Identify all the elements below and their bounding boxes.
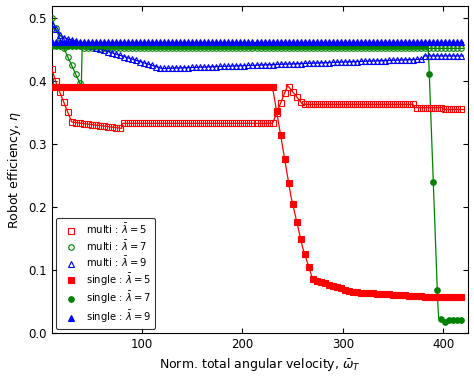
single : $\bar{\lambda} = 9$: (246, 0.462): $\bar{\lambda} = 9$: (246, 0.462)	[286, 40, 292, 44]
Line: single : $\bar{\lambda} = 9$: single : $\bar{\lambda} = 9$	[49, 39, 464, 45]
single : $\bar{\lambda} = 5$: (122, 0.39): $\bar{\lambda} = 5$: (122, 0.39)	[161, 85, 167, 90]
multi : $\bar{\lambda} = 5$: (78, 0.325): $\bar{\lambda} = 5$: (78, 0.325)	[117, 126, 123, 130]
single : $\bar{\lambda} = 9$: (418, 0.462): $\bar{\lambda} = 9$: (418, 0.462)	[458, 40, 464, 44]
single : $\bar{\lambda} = 5$: (390, 0.057): $\bar{\lambda} = 5$: (390, 0.057)	[430, 295, 436, 299]
multi : $\bar{\lambda} = 5$: (418, 0.355): $\bar{\lambda} = 5$: (418, 0.355)	[458, 107, 464, 112]
single : $\bar{\lambda} = 7$: (402, 0.018): $\bar{\lambda} = 7$: (402, 0.018)	[443, 319, 448, 324]
multi : $\bar{\lambda} = 9$: (122, 0.42): $\bar{\lambda} = 9$: (122, 0.42)	[161, 66, 167, 71]
Y-axis label: Robot efficiency, $\eta$: Robot efficiency, $\eta$	[6, 110, 23, 229]
single : $\bar{\lambda} = 9$: (390, 0.462): $\bar{\lambda} = 9$: (390, 0.462)	[430, 40, 436, 44]
single : $\bar{\lambda} = 5$: (418, 0.058): $\bar{\lambda} = 5$: (418, 0.058)	[458, 294, 464, 299]
single : $\bar{\lambda} = 7$: (390, 0.24): $\bar{\lambda} = 7$: (390, 0.24)	[430, 180, 436, 184]
multi : $\bar{\lambda} = 9$: (382, 0.44): $\bar{\lambda} = 9$: (382, 0.44)	[422, 54, 428, 58]
single : $\bar{\lambda} = 9$: (122, 0.462): $\bar{\lambda} = 9$: (122, 0.462)	[161, 40, 167, 44]
single : $\bar{\lambda} = 7$: (370, 0.455): $\bar{\lambda} = 7$: (370, 0.455)	[410, 44, 416, 49]
single : $\bar{\lambda} = 7$: (246, 0.455): $\bar{\lambda} = 7$: (246, 0.455)	[286, 44, 292, 49]
Line: multi : $\bar{\lambda} = 9$: multi : $\bar{\lambda} = 9$	[49, 22, 464, 71]
X-axis label: Norm. total angular velocity, $\bar{\omega}_T$: Norm. total angular velocity, $\bar{\ome…	[159, 356, 361, 373]
multi : $\bar{\lambda} = 9$: (374, 0.434): $\bar{\lambda} = 9$: (374, 0.434)	[414, 57, 420, 62]
multi : $\bar{\lambda} = 9$: (250, 0.427): $\bar{\lambda} = 9$: (250, 0.427)	[290, 62, 295, 66]
multi : $\bar{\lambda} = 7$: (374, 0.452): $\bar{\lambda} = 7$: (374, 0.452)	[414, 46, 420, 51]
multi : $\bar{\lambda} = 7$: (250, 0.452): $\bar{\lambda} = 7$: (250, 0.452)	[290, 46, 295, 51]
multi : $\bar{\lambda} = 9$: (394, 0.44): $\bar{\lambda} = 9$: (394, 0.44)	[435, 54, 440, 58]
multi : $\bar{\lambda} = 9$: (418, 0.44): $\bar{\lambda} = 9$: (418, 0.44)	[458, 54, 464, 58]
single : $\bar{\lambda} = 9$: (382, 0.462): $\bar{\lambda} = 9$: (382, 0.462)	[422, 40, 428, 44]
single : $\bar{\lambda} = 5$: (378, 0.0582): $\bar{\lambda} = 5$: (378, 0.0582)	[419, 294, 424, 299]
single : $\bar{\lambda} = 7$: (122, 0.455): $\bar{\lambda} = 7$: (122, 0.455)	[161, 44, 167, 49]
multi : $\bar{\lambda} = 9$: (10, 0.49): $\bar{\lambda} = 9$: (10, 0.49)	[49, 22, 55, 27]
multi : $\bar{\lambda} = 5$: (126, 0.333): $\bar{\lambda} = 5$: (126, 0.333)	[165, 121, 171, 125]
single : $\bar{\lambda} = 5$: (382, 0.0578): $\bar{\lambda} = 5$: (382, 0.0578)	[422, 294, 428, 299]
single : $\bar{\lambda} = 5$: (246, 0.238): $\bar{\lambda} = 5$: (246, 0.238)	[286, 181, 292, 185]
multi : $\bar{\lambda} = 7$: (382, 0.452): $\bar{\lambda} = 7$: (382, 0.452)	[422, 46, 428, 51]
multi : $\bar{\lambda} = 5$: (250, 0.383): $\bar{\lambda} = 5$: (250, 0.383)	[290, 89, 295, 94]
single : $\bar{\lambda} = 9$: (10, 0.462): $\bar{\lambda} = 9$: (10, 0.462)	[49, 40, 55, 44]
multi : $\bar{\lambda} = 7$: (10, 0.5): $\bar{\lambda} = 7$: (10, 0.5)	[49, 16, 55, 20]
Line: multi : $\bar{\lambda} = 7$: multi : $\bar{\lambda} = 7$	[49, 16, 464, 86]
single : $\bar{\lambda} = 5$: (370, 0.059): $\bar{\lambda} = 5$: (370, 0.059)	[410, 294, 416, 298]
Legend: multi : $\bar{\lambda} = 5$, multi : $\bar{\lambda} = 7$, multi : $\bar{\lambda}: multi : $\bar{\lambda} = 5$, multi : $\b…	[55, 218, 155, 329]
multi : $\bar{\lambda} = 7$: (394, 0.452): $\bar{\lambda} = 7$: (394, 0.452)	[435, 46, 440, 51]
single : $\bar{\lambda} = 9$: (378, 0.462): $\bar{\lambda} = 9$: (378, 0.462)	[419, 40, 424, 44]
Line: single : $\bar{\lambda} = 5$: single : $\bar{\lambda} = 5$	[49, 85, 464, 300]
multi : $\bar{\lambda} = 7$: (386, 0.452): $\bar{\lambda} = 7$: (386, 0.452)	[427, 46, 432, 51]
single : $\bar{\lambda} = 5$: (10, 0.39): $\bar{\lambda} = 5$: (10, 0.39)	[49, 85, 55, 90]
single : $\bar{\lambda} = 5$: (394, 0.058): $\bar{\lambda} = 5$: (394, 0.058)	[435, 294, 440, 299]
multi : $\bar{\lambda} = 5$: (394, 0.358): $\bar{\lambda} = 5$: (394, 0.358)	[435, 105, 440, 110]
single : $\bar{\lambda} = 7$: (382, 0.455): $\bar{\lambda} = 7$: (382, 0.455)	[422, 44, 428, 49]
multi : $\bar{\lambda} = 7$: (38, 0.397): $\bar{\lambda} = 7$: (38, 0.397)	[77, 81, 82, 85]
multi : $\bar{\lambda} = 5$: (382, 0.358): $\bar{\lambda} = 5$: (382, 0.358)	[422, 105, 428, 110]
multi : $\bar{\lambda} = 7$: (126, 0.452): $\bar{\lambda} = 7$: (126, 0.452)	[165, 46, 171, 51]
multi : $\bar{\lambda} = 5$: (386, 0.358): $\bar{\lambda} = 5$: (386, 0.358)	[427, 105, 432, 110]
multi : $\bar{\lambda} = 5$: (10, 0.42): $\bar{\lambda} = 5$: (10, 0.42)	[49, 66, 55, 71]
multi : $\bar{\lambda} = 9$: (386, 0.44): $\bar{\lambda} = 9$: (386, 0.44)	[427, 54, 432, 58]
multi : $\bar{\lambda} = 7$: (418, 0.452): $\bar{\lambda} = 7$: (418, 0.452)	[458, 46, 464, 51]
multi : $\bar{\lambda} = 9$: (126, 0.42): $\bar{\lambda} = 9$: (126, 0.42)	[165, 66, 171, 70]
single : $\bar{\lambda} = 7$: (378, 0.455): $\bar{\lambda} = 7$: (378, 0.455)	[419, 44, 424, 49]
Line: multi : $\bar{\lambda} = 5$: multi : $\bar{\lambda} = 5$	[49, 66, 464, 131]
single : $\bar{\lambda} = 9$: (370, 0.462): $\bar{\lambda} = 9$: (370, 0.462)	[410, 40, 416, 44]
single : $\bar{\lambda} = 7$: (10, 0.455): $\bar{\lambda} = 7$: (10, 0.455)	[49, 44, 55, 49]
single : $\bar{\lambda} = 7$: (418, 0.02): $\bar{\lambda} = 7$: (418, 0.02)	[458, 318, 464, 323]
Line: single : $\bar{\lambda} = 7$: single : $\bar{\lambda} = 7$	[49, 44, 464, 324]
multi : $\bar{\lambda} = 5$: (374, 0.358): $\bar{\lambda} = 5$: (374, 0.358)	[414, 105, 420, 110]
